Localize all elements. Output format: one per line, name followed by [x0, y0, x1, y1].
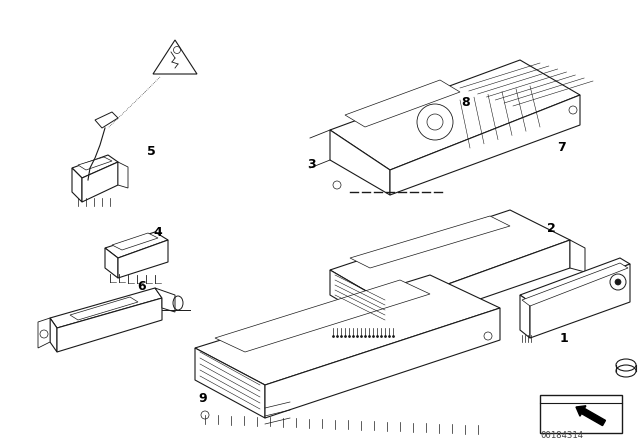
Polygon shape — [350, 216, 510, 268]
Polygon shape — [345, 80, 460, 127]
Polygon shape — [390, 240, 570, 330]
Polygon shape — [72, 168, 82, 202]
Text: 3: 3 — [307, 158, 316, 172]
Bar — [540, 395, 622, 433]
Circle shape — [615, 279, 621, 285]
Polygon shape — [155, 288, 175, 312]
Polygon shape — [520, 258, 630, 302]
Polygon shape — [330, 210, 570, 305]
Text: 1: 1 — [560, 332, 569, 345]
Polygon shape — [330, 270, 390, 330]
Polygon shape — [530, 264, 630, 338]
Polygon shape — [390, 95, 580, 195]
Text: 7: 7 — [557, 141, 566, 155]
Polygon shape — [215, 280, 430, 352]
Polygon shape — [72, 155, 118, 178]
Polygon shape — [330, 60, 580, 170]
Polygon shape — [50, 288, 162, 328]
Polygon shape — [330, 130, 390, 195]
Text: 9: 9 — [198, 392, 207, 405]
Polygon shape — [570, 240, 585, 272]
Polygon shape — [78, 157, 112, 170]
Polygon shape — [105, 248, 118, 278]
Polygon shape — [522, 263, 628, 306]
Polygon shape — [153, 40, 197, 74]
Text: 6: 6 — [138, 280, 146, 293]
Text: 8: 8 — [461, 95, 469, 109]
Polygon shape — [70, 297, 138, 320]
Polygon shape — [195, 348, 265, 418]
Polygon shape — [50, 318, 57, 352]
Polygon shape — [112, 233, 158, 250]
Text: 00184314: 00184314 — [540, 431, 583, 440]
Polygon shape — [118, 162, 128, 188]
Polygon shape — [520, 295, 530, 338]
Polygon shape — [57, 298, 162, 352]
Polygon shape — [95, 112, 118, 128]
Polygon shape — [195, 275, 500, 385]
Polygon shape — [118, 240, 168, 278]
Text: 4: 4 — [154, 225, 163, 239]
Polygon shape — [265, 308, 500, 418]
Polygon shape — [82, 162, 118, 202]
Polygon shape — [105, 232, 168, 258]
Text: 2: 2 — [547, 222, 556, 235]
Text: 5: 5 — [147, 145, 156, 158]
FancyArrow shape — [576, 406, 605, 426]
Polygon shape — [38, 318, 50, 348]
